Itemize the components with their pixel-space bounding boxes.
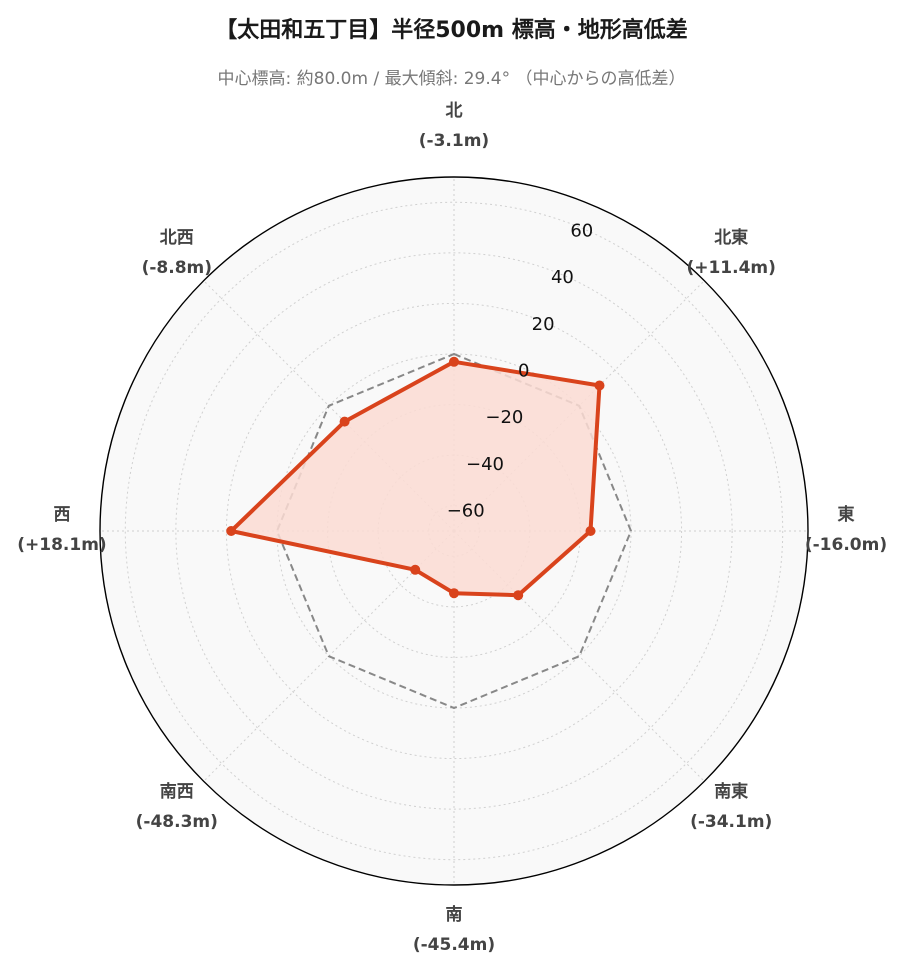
data-point: [410, 564, 421, 575]
direction-name: 南西: [160, 781, 194, 802]
direction-diff: (-45.4m): [413, 935, 495, 955]
grid-ring: [225, 302, 683, 760]
radial-tick-label: −20: [485, 407, 523, 428]
direction-label-group: 西 (+18.1m): [17, 505, 106, 555]
direction-label-group: 東 (-16.0m): [805, 504, 887, 555]
data-point: [339, 416, 350, 427]
direction-name: 南: [446, 904, 463, 925]
direction-label-group: 南 (-45.4m): [413, 904, 495, 955]
radial-tick-label: 40: [551, 267, 574, 288]
radial-tick-label: 20: [532, 314, 555, 335]
direction-name: 南東: [714, 781, 748, 802]
direction-diff: (-48.3m): [136, 812, 218, 832]
data-point: [449, 588, 459, 599]
chart-subtitle: 中心標高: 約80.0m / 最大傾斜: 29.4° （中心からの高低差）: [217, 69, 686, 89]
direction-name: 北西: [160, 228, 194, 248]
direction-label-group: 北東 (+11.4m): [686, 227, 775, 278]
direction-name: 北東: [714, 227, 748, 248]
data-point: [585, 526, 596, 536]
data-point: [594, 380, 605, 391]
direction-label-group: 北 (-3.1m): [419, 101, 489, 151]
radial-tick-label: 60: [570, 220, 593, 241]
direction-name: 東: [838, 504, 855, 525]
data-point: [513, 590, 524, 601]
radial-tick-label: −60: [447, 501, 485, 522]
data-point: [449, 356, 459, 367]
grid-ring: [124, 201, 784, 861]
direction-diff: (-3.1m): [419, 131, 489, 151]
direction-label-group: 北西 (-8.8m): [142, 228, 212, 278]
direction-name: 北: [446, 101, 463, 121]
radial-tick-label: 0: [518, 361, 529, 382]
direction-label-group: 南東 (-34.1m): [690, 781, 772, 832]
direction-name: 西: [54, 505, 71, 525]
radial-tick-label: −40: [466, 454, 504, 475]
direction-diff: (+11.4m): [686, 258, 775, 278]
chart-title: 【太田和五丁目】半径500m 標高・地形高低差: [215, 18, 688, 43]
direction-diff: (-34.1m): [690, 812, 772, 832]
data-point: [226, 526, 237, 536]
direction-diff: (-16.0m): [805, 535, 887, 555]
grid-ring: [175, 252, 733, 810]
direction-diff: (-8.8m): [142, 258, 212, 278]
direction-diff: (+18.1m): [17, 535, 106, 555]
grid-spoke: [453, 530, 705, 782]
outer-frame: [99, 176, 809, 886]
direction-label-group: 南西 (-48.3m): [136, 781, 218, 832]
